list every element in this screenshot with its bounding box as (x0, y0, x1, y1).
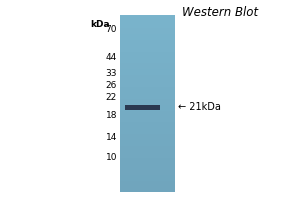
Text: kDa: kDa (90, 20, 110, 29)
Text: Western Blot: Western Blot (182, 6, 258, 19)
Text: 44: 44 (106, 52, 117, 62)
Bar (125, 104, 160, 110)
Text: 70: 70 (106, 25, 117, 34)
Text: ← 21kDa: ← 21kDa (178, 102, 221, 112)
Text: 14: 14 (106, 134, 117, 142)
Text: 22: 22 (106, 92, 117, 102)
Text: 18: 18 (106, 110, 117, 119)
Text: 26: 26 (106, 80, 117, 90)
Text: 33: 33 (106, 68, 117, 77)
Text: 10: 10 (106, 154, 117, 162)
